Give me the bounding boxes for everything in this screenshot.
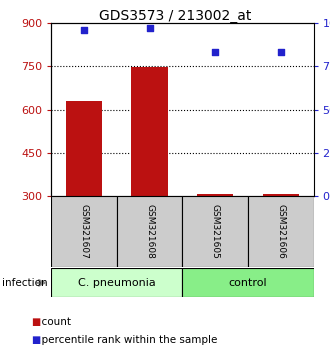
Text: GSM321605: GSM321605 [211, 204, 220, 259]
Bar [182, 268, 314, 297]
Point [278, 50, 283, 55]
Point [81, 27, 86, 33]
Text: infection: infection [2, 278, 47, 288]
Text: GDS3573 / 213002_at: GDS3573 / 213002_at [99, 9, 251, 23]
Text: count: count [35, 317, 71, 327]
Bar [131, 67, 168, 196]
Text: percentile rank within the sample: percentile rank within the sample [35, 335, 217, 345]
Bar [182, 196, 248, 267]
Text: GSM321606: GSM321606 [276, 204, 285, 259]
Bar [51, 268, 182, 297]
Text: GSM321608: GSM321608 [145, 204, 154, 259]
Point [147, 25, 152, 31]
Text: GSM321607: GSM321607 [80, 204, 88, 259]
Bar [263, 194, 299, 196]
Bar [66, 101, 102, 196]
Text: ■: ■ [31, 335, 41, 345]
Bar [248, 196, 314, 267]
Bar [117, 196, 182, 267]
Bar [197, 194, 233, 196]
Point [213, 50, 218, 55]
Text: ■: ■ [31, 317, 41, 327]
Text: control: control [229, 278, 267, 288]
Text: C. pneumonia: C. pneumonia [78, 278, 156, 288]
Bar [51, 196, 117, 267]
